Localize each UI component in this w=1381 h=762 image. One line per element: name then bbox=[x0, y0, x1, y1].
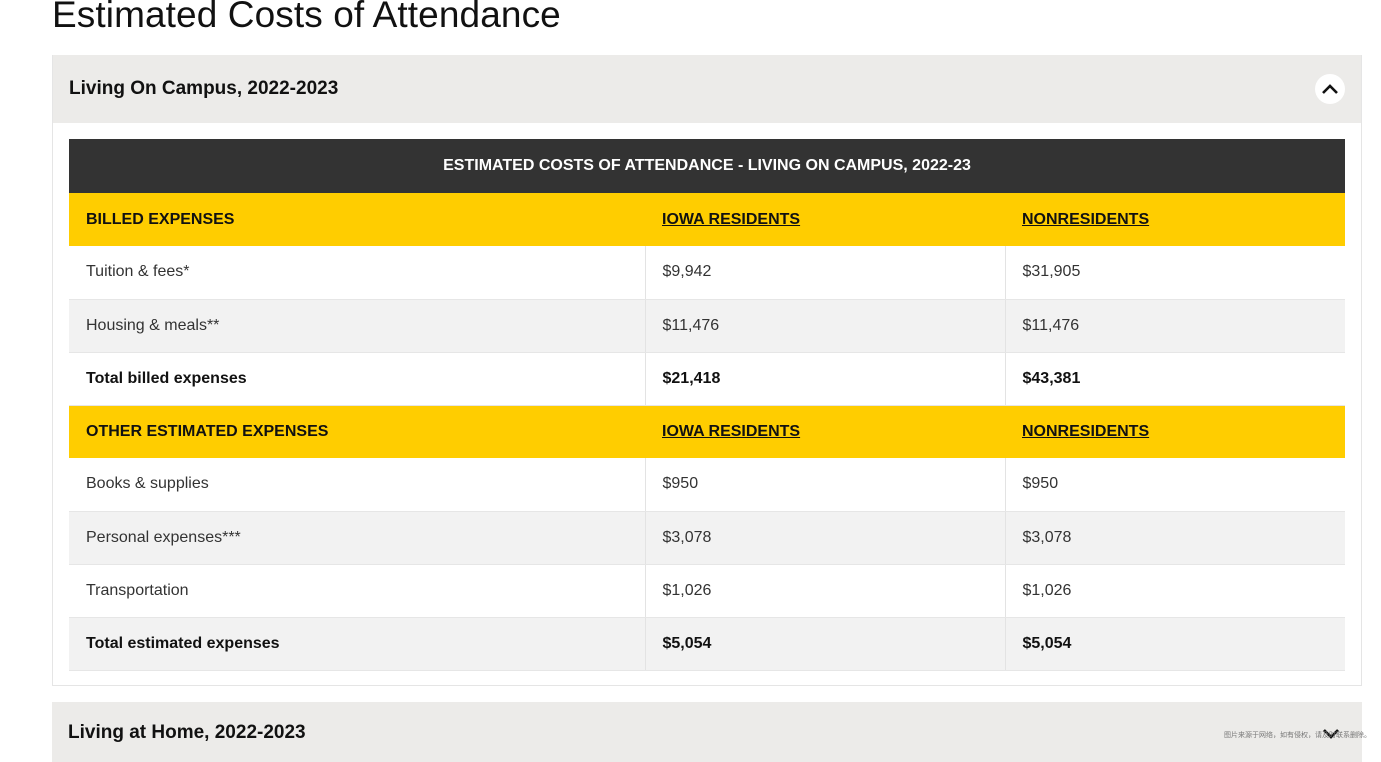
page-title: Estimated Costs of Attendance bbox=[52, 0, 561, 35]
cost-value: $1,026 bbox=[1005, 564, 1346, 618]
accordion-header[interactable]: Living at Home, 2022-2023 bbox=[52, 702, 1362, 762]
cost-value: $31,905 bbox=[1005, 246, 1346, 300]
table-caption: ESTIMATED COSTS OF ATTENDANCE - LIVING O… bbox=[69, 139, 1346, 193]
chevron-down-icon[interactable] bbox=[1316, 719, 1346, 749]
cost-table-wrapper: ESTIMATED COSTS OF ATTENDANCE - LIVING O… bbox=[69, 139, 1346, 671]
cost-value: $950 bbox=[1005, 458, 1346, 512]
row-label: Total billed expenses bbox=[69, 352, 646, 406]
total-row: Total estimated expenses $5,054 $5,054 bbox=[69, 617, 1346, 671]
table-row: Books & supplies $950 $950 bbox=[69, 458, 1346, 512]
section-heading: OTHER ESTIMATED EXPENSES bbox=[69, 405, 645, 458]
cost-value: $11,476 bbox=[1005, 299, 1346, 353]
accordion-living-on-campus: Living On Campus, 2022-2023 ESTIMATED CO… bbox=[52, 55, 1362, 686]
cost-value: $950 bbox=[645, 458, 1006, 512]
chevron-up-icon[interactable] bbox=[1315, 74, 1345, 104]
cost-value: $5,054 bbox=[1005, 617, 1346, 671]
accordion-header[interactable]: Living On Campus, 2022-2023 bbox=[53, 55, 1361, 123]
table-row: Tuition & fees* $9,942 $31,905 bbox=[69, 246, 1346, 300]
column-heading: NONRESIDENTS bbox=[1005, 193, 1346, 246]
accordion-title: Living On Campus, 2022-2023 bbox=[69, 78, 339, 99]
section-heading: BILLED EXPENSES bbox=[69, 193, 645, 246]
table-row: Personal expenses*** $3,078 $3,078 bbox=[69, 511, 1346, 565]
cost-value: $43,381 bbox=[1005, 352, 1346, 406]
row-label: Personal expenses*** bbox=[69, 511, 646, 565]
cost-value: $21,418 bbox=[645, 352, 1006, 406]
row-label: Housing & meals** bbox=[69, 299, 646, 353]
cost-table: ESTIMATED COSTS OF ATTENDANCE - LIVING O… bbox=[69, 139, 1346, 671]
table-row: Transportation $1,026 $1,026 bbox=[69, 564, 1346, 618]
cost-value: $1,026 bbox=[645, 564, 1006, 618]
row-label: Transportation bbox=[69, 564, 646, 618]
section-header-row: BILLED EXPENSES IOWA RESIDENTS NONRESIDENT… bbox=[69, 193, 1346, 246]
table-row: Housing & meals** $11,476 $11,476 bbox=[69, 299, 1346, 353]
row-label: Tuition & fees* bbox=[69, 246, 646, 300]
total-row: Total billed expenses $21,418 $43,381 bbox=[69, 352, 1346, 406]
column-heading: IOWA RESIDENTS bbox=[645, 405, 1005, 458]
accordion-title: Living at Home, 2022-2023 bbox=[68, 722, 306, 743]
cost-value: $11,476 bbox=[645, 299, 1006, 353]
section-header-row: OTHER ESTIMATED EXPENSES IOWA RESIDENTS NO… bbox=[69, 405, 1346, 458]
cost-value: $3,078 bbox=[1005, 511, 1346, 565]
column-heading: IOWA RESIDENTS bbox=[645, 193, 1005, 246]
cost-value: $3,078 bbox=[645, 511, 1006, 565]
row-label: Books & supplies bbox=[69, 458, 646, 512]
cost-value: $9,942 bbox=[645, 246, 1006, 300]
watermark-text: 图片来源于网络，如有侵权，请及时联系删除。 bbox=[1224, 731, 1371, 739]
accordion-living-at-home: Living at Home, 2022-2023 bbox=[52, 702, 1362, 762]
column-heading: NONRESIDENTS bbox=[1005, 405, 1346, 458]
row-label: Total estimated expenses bbox=[69, 617, 646, 671]
cost-value: $5,054 bbox=[645, 617, 1006, 671]
